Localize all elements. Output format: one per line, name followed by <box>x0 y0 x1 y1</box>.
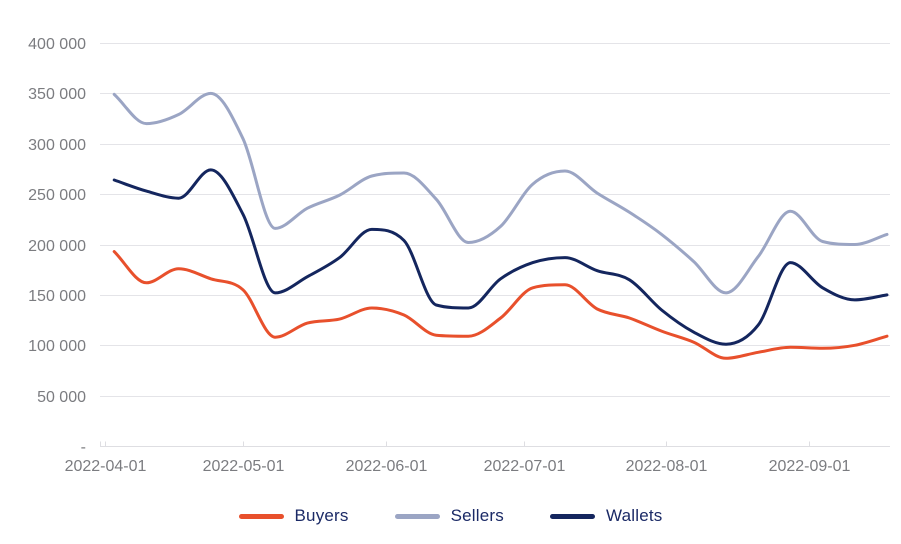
y-axis-label: 50 000 <box>37 389 86 406</box>
legend-item-wallets[interactable]: Wallets <box>549 506 663 526</box>
legend-label-sellers: Sellers <box>450 506 504 525</box>
y-axis-label: 100 000 <box>28 338 86 355</box>
y-axis-label: 150 000 <box>28 288 86 305</box>
legend-item-sellers[interactable]: Sellers <box>394 506 504 526</box>
y-axis-label: 300 000 <box>28 137 86 154</box>
y-axis-label: 350 000 <box>28 86 86 103</box>
series-line-wallets <box>112 168 889 346</box>
y-axis-label: 200 000 <box>28 238 86 255</box>
chart-legend: Buyers Sellers Wallets <box>0 506 901 526</box>
legend-label-buyers: Buyers <box>294 506 349 525</box>
x-axis-label: 2022-06-01 <box>346 458 428 475</box>
series-line-buyers <box>112 250 889 360</box>
x-axis-label: 2022-08-01 <box>626 458 708 475</box>
line-chart: 400 000 350 000 300 000 250 000 200 000 150 0… <box>28 36 890 475</box>
chart-canvas: 400 000 350 000 300 000 250 000 200 000 150 0… <box>28 36 890 475</box>
series-line-sellers <box>112 91 889 295</box>
wallets-line-swatch <box>549 513 595 519</box>
legend-item-buyers[interactable]: Buyers <box>238 506 349 526</box>
x-axis-label: 2022-07-01 <box>484 458 566 475</box>
legend-label-wallets: Wallets <box>605 506 663 525</box>
x-axis-label: 2022-04-01 <box>65 458 147 475</box>
x-axis-label: 2022-05-01 <box>203 458 285 475</box>
y-axis-label: 400 000 <box>28 36 86 53</box>
buyers-line-swatch <box>238 513 284 519</box>
y-axis-label: - <box>81 439 86 456</box>
x-axis-label: 2022-09-01 <box>769 458 851 475</box>
y-axis-label: 250 000 <box>28 187 86 204</box>
sellers-line-swatch <box>394 513 440 519</box>
